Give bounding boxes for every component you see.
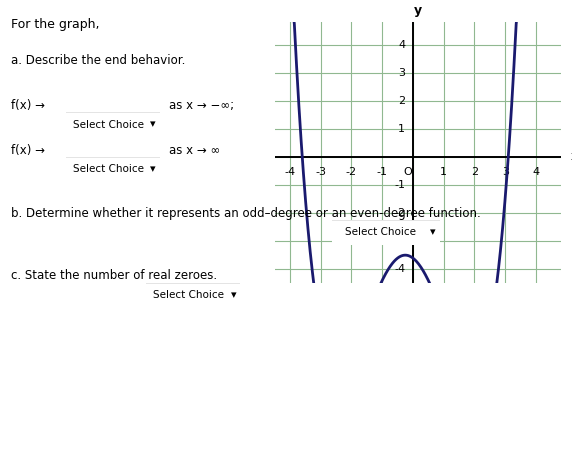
Text: Select Choice: Select Choice — [345, 227, 416, 238]
Text: 3: 3 — [398, 68, 405, 78]
FancyBboxPatch shape — [61, 156, 165, 183]
Text: -4: -4 — [394, 264, 405, 274]
Text: 4: 4 — [533, 167, 539, 176]
Text: 1: 1 — [398, 124, 405, 134]
Text: x: x — [570, 150, 572, 163]
Text: ▾: ▾ — [150, 119, 156, 130]
Text: Select Choice: Select Choice — [153, 290, 224, 300]
Text: 3: 3 — [502, 167, 509, 176]
Text: ▾: ▾ — [150, 164, 156, 175]
FancyBboxPatch shape — [141, 282, 245, 309]
Text: ▾: ▾ — [231, 290, 236, 300]
Text: c. State the number of real zeroes.: c. State the number of real zeroes. — [11, 269, 217, 282]
Text: 2: 2 — [471, 167, 478, 176]
Text: y: y — [414, 4, 422, 17]
Text: as x → ∞: as x → ∞ — [169, 144, 220, 157]
Text: f(x) →: f(x) → — [11, 144, 45, 157]
Text: -2: -2 — [394, 208, 405, 218]
Text: Select Choice: Select Choice — [73, 164, 144, 175]
Text: -3: -3 — [315, 167, 326, 176]
Text: -1: -1 — [394, 180, 405, 190]
Text: -1: -1 — [377, 167, 388, 176]
Text: 4: 4 — [398, 40, 405, 50]
Text: For the graph,: For the graph, — [11, 18, 100, 31]
Text: f(x) →: f(x) → — [11, 99, 45, 112]
FancyBboxPatch shape — [61, 111, 165, 138]
Text: a. Describe the end behavior.: a. Describe the end behavior. — [11, 54, 186, 67]
Text: 1: 1 — [440, 167, 447, 176]
Text: 2: 2 — [398, 96, 405, 106]
FancyBboxPatch shape — [326, 219, 446, 246]
Text: O: O — [403, 167, 412, 176]
Text: -4: -4 — [284, 167, 296, 176]
Text: as x → −∞;: as x → −∞; — [169, 99, 234, 112]
Text: b. Determine whether it represents an odd–degree or an even-degree function.: b. Determine whether it represents an od… — [11, 207, 481, 220]
Text: Select Choice: Select Choice — [73, 119, 144, 130]
Text: -2: -2 — [346, 167, 357, 176]
Text: ▾: ▾ — [430, 227, 436, 238]
Text: -3: -3 — [394, 236, 405, 246]
